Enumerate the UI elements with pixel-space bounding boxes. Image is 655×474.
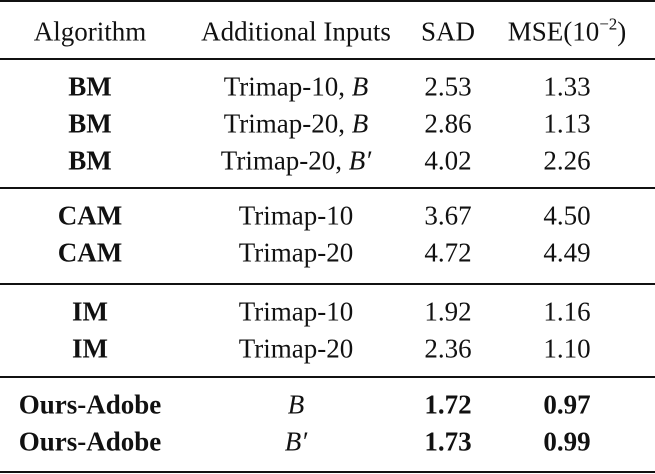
inputs-cell: Trimap-20 bbox=[238, 333, 354, 364]
inputs-text: Trimap-20 bbox=[238, 333, 354, 364]
sad-cell: 4.72 bbox=[424, 237, 472, 268]
inputs-text: Trimap-10 bbox=[238, 200, 354, 231]
algorithm-cell: Ours-Adobe bbox=[18, 426, 162, 457]
mse-cell: 4.49 bbox=[543, 237, 591, 268]
sad-cell: 2.36 bbox=[424, 333, 472, 364]
inputs-cell: Trimap-10 bbox=[238, 200, 354, 231]
header-rule bbox=[0, 58, 655, 60]
header-cell: Algorithm bbox=[33, 16, 147, 47]
mse-cell: 0.99 bbox=[543, 426, 591, 457]
group-rule bbox=[0, 283, 655, 285]
inputs-text: Trimap-20, bbox=[223, 108, 352, 139]
group-rule bbox=[0, 376, 655, 378]
mse-cell: 1.33 bbox=[543, 71, 591, 102]
header-text: ) bbox=[617, 16, 627, 47]
mse-cell: 2.26 bbox=[543, 145, 591, 176]
inputs-cell: Trimap-20 bbox=[238, 237, 354, 268]
header-cell: SAD bbox=[420, 16, 476, 47]
inputs-math: B′ bbox=[348, 145, 372, 176]
sad-cell: 2.53 bbox=[424, 71, 472, 102]
inputs-text: Trimap-10 bbox=[238, 296, 354, 327]
inputs-cell: Trimap-20, B bbox=[223, 108, 369, 139]
mse-cell: 1.10 bbox=[543, 333, 591, 364]
inputs-math: B bbox=[287, 389, 305, 420]
sad-cell: 1.73 bbox=[424, 426, 472, 457]
inputs-cell: Trimap-10 bbox=[238, 296, 354, 327]
header-cell: Additional Inputs bbox=[201, 16, 391, 47]
mse-cell: 0.97 bbox=[543, 389, 591, 420]
inputs-math: B bbox=[351, 108, 369, 139]
bottom-rule bbox=[0, 471, 655, 473]
mse-cell: 1.13 bbox=[543, 108, 591, 139]
inputs-text: Trimap-20 bbox=[238, 237, 354, 268]
mse-cell: 1.16 bbox=[543, 296, 591, 327]
header-exponent: −2 bbox=[599, 14, 618, 34]
algorithm-cell: CAM bbox=[57, 237, 123, 268]
algorithm-cell: Ours-Adobe bbox=[18, 389, 162, 420]
header-cell: MSE(10−2) bbox=[507, 16, 627, 47]
algorithm-cell: BM bbox=[68, 145, 112, 176]
sad-cell: 4.02 bbox=[424, 145, 472, 176]
inputs-cell: Trimap-20, B′ bbox=[220, 145, 372, 176]
inputs-cell: B′ bbox=[284, 426, 308, 457]
sad-cell: 1.92 bbox=[424, 296, 472, 327]
inputs-math: B bbox=[351, 71, 369, 102]
inputs-text: Trimap-20, bbox=[220, 145, 349, 176]
inputs-text: Trimap-10, bbox=[223, 71, 352, 102]
sad-cell: 1.72 bbox=[424, 389, 472, 420]
top-rule bbox=[0, 0, 655, 2]
algorithm-cell: IM bbox=[72, 333, 108, 364]
sad-cell: 2.86 bbox=[424, 108, 472, 139]
algorithm-cell: CAM bbox=[57, 200, 123, 231]
algorithm-cell: BM bbox=[68, 71, 112, 102]
inputs-cell: B bbox=[287, 389, 305, 420]
mse-cell: 4.50 bbox=[543, 200, 591, 231]
group-rule bbox=[0, 187, 655, 189]
algorithm-cell: BM bbox=[68, 108, 112, 139]
inputs-cell: Trimap-10, B bbox=[223, 71, 369, 102]
sad-cell: 3.67 bbox=[424, 200, 472, 231]
header-text: MSE(10 bbox=[507, 16, 600, 47]
inputs-math: B′ bbox=[284, 426, 308, 457]
algorithm-cell: IM bbox=[72, 296, 108, 327]
